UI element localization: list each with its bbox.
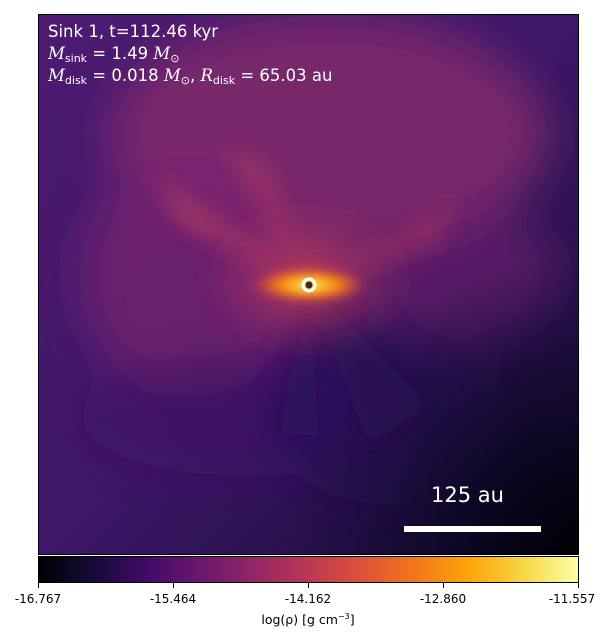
colorbar-tick-label: -11.557 <box>548 592 596 606</box>
msink-value: = 1.49 <box>92 44 149 63</box>
rdisk-symbol: R <box>200 66 213 85</box>
colorbar-label-suffix: ] <box>349 612 355 627</box>
colorbar-label-prefix: log(ρ) [g cm <box>261 612 338 627</box>
colorbar-label-exp: −3 <box>337 612 350 621</box>
info-line-1: Sink 1, t=112.46 kyr <box>48 22 219 41</box>
colorbar-tick <box>173 583 174 588</box>
density-map-panel: Sink 1, t=112.46 kyr Msink = 1.49 M⊙ Mdi… <box>38 14 579 555</box>
mdisk-unit-sub: ⊙ <box>180 74 190 87</box>
msink-symbol: M <box>48 44 65 63</box>
scale-bar <box>404 526 541 532</box>
colorbar-axis-label: log(ρ) [g cm−3] <box>261 612 354 627</box>
info-line-disk: Mdisk = 0.018 M⊙, Rdisk = 65.03 au <box>48 66 333 87</box>
mdisk-unit: M <box>163 66 181 85</box>
rdisk-value: = 65.03 au <box>240 66 333 85</box>
scale-bar-label: 125 au <box>431 483 504 507</box>
mdisk-symbol: M <box>48 66 65 85</box>
rdisk-sub: disk <box>212 74 236 87</box>
colorbar-tick-label: -15.464 <box>149 592 197 606</box>
mdisk-sub: disk <box>64 74 88 87</box>
msink-unit-sub: ⊙ <box>170 52 180 65</box>
msink-sub: sink <box>64 52 88 65</box>
info-line-msink: Msink = 1.49 M⊙ <box>48 44 179 69</box>
sink-marker <box>301 277 317 293</box>
colorbar-tick-label: -14.162 <box>284 592 332 606</box>
mdisk-value: = 0.018 <box>92 66 159 85</box>
colorbar-tick-label: -16.767 <box>14 592 62 606</box>
colorbar-tick <box>443 583 444 588</box>
density-map-image <box>39 15 578 554</box>
colorbar-tick <box>578 583 579 588</box>
colorbar-tick <box>38 583 39 588</box>
colorbar-gradient <box>39 557 578 582</box>
colorbar-tick <box>308 583 309 588</box>
msink-unit: M <box>153 44 171 63</box>
colorbar <box>38 556 579 583</box>
colorbar-tick-label: -12.860 <box>419 592 467 606</box>
